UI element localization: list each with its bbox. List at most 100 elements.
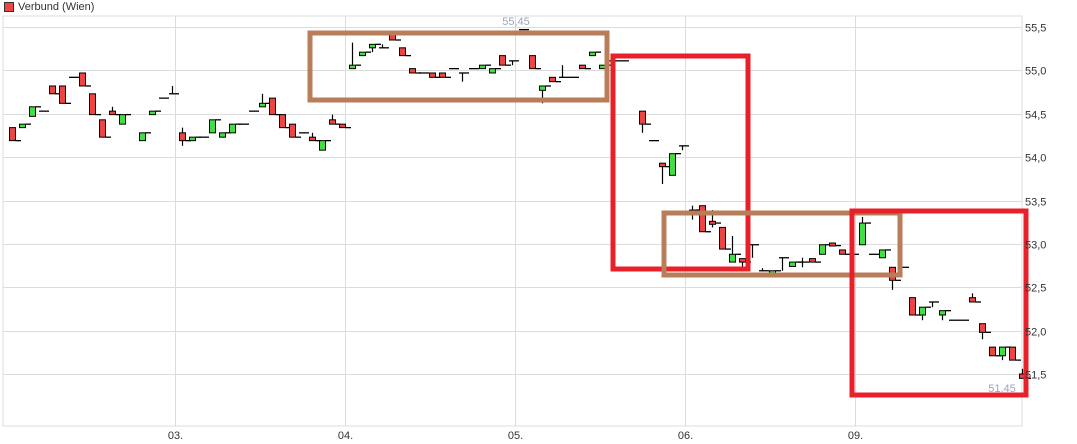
candle-body (529, 55, 536, 70)
candle-body (729, 253, 736, 263)
candle-body (979, 323, 986, 333)
candle (359, 51, 371, 57)
candle-body (479, 64, 486, 70)
candle-body (589, 51, 596, 57)
candle-body (919, 306, 926, 316)
candle (489, 67, 501, 74)
candle (779, 257, 789, 271)
candle-body (29, 106, 36, 117)
candles (9, 28, 1031, 379)
candle (309, 132, 321, 142)
candle-body (739, 258, 746, 263)
candle (679, 145, 689, 151)
legend: Verbund (Wien) (4, 1, 94, 13)
candle-body (289, 123, 296, 138)
candle (969, 293, 981, 303)
candle (369, 43, 381, 53)
annotation-box (661, 210, 903, 278)
candle (789, 261, 801, 267)
candle-body (409, 68, 416, 74)
candle (719, 226, 731, 250)
candle (9, 127, 21, 142)
y-tick-label: 55,5 (1025, 23, 1046, 35)
candle (119, 113, 131, 125)
candle-body (989, 346, 996, 357)
annotation-box (849, 208, 1029, 398)
candle (289, 123, 301, 138)
candle (879, 249, 891, 259)
candle-body (659, 162, 666, 168)
candle (209, 119, 221, 134)
candle-body (909, 297, 916, 316)
candle-body (429, 72, 436, 78)
y-tick-label: 54,0 (1025, 153, 1046, 165)
candle (99, 119, 111, 138)
candle (139, 132, 151, 142)
candle-body (329, 119, 336, 125)
candle (929, 301, 939, 308)
candle-body (209, 119, 216, 134)
candle (479, 64, 491, 70)
candle-body (719, 226, 726, 250)
candle (639, 110, 651, 133)
y-tick-label: 52,5 (1025, 283, 1046, 295)
candle-body (219, 132, 226, 138)
candle (229, 123, 241, 134)
y-tick-label: 53,5 (1025, 197, 1046, 209)
candle-body (109, 110, 116, 116)
annotation-box (307, 30, 610, 103)
candle-body (969, 297, 976, 303)
candle (859, 216, 871, 246)
x-tick-label: 04. (338, 430, 353, 442)
candle (839, 249, 851, 255)
candle (29, 106, 41, 117)
candle-body (319, 140, 326, 151)
candle-body (179, 132, 186, 142)
candle (579, 64, 591, 70)
candle (559, 65, 569, 78)
grid (2, 15, 1023, 427)
candle (989, 346, 1001, 357)
candle-body (539, 85, 546, 91)
candle (219, 132, 231, 138)
candle-body (139, 132, 146, 142)
low-label: 51,45 (988, 383, 1016, 395)
candle-body (829, 242, 836, 247)
candle-body (549, 76, 556, 83)
candle-body (59, 85, 66, 104)
candle-body (789, 261, 796, 267)
candle-body (49, 85, 56, 95)
high-label: 55,45 (502, 16, 530, 28)
candle (269, 97, 281, 116)
candle (459, 72, 469, 82)
candle (499, 55, 511, 66)
candle (809, 258, 821, 263)
candle (669, 153, 681, 176)
candle-body (999, 346, 1006, 357)
candle-body (119, 114, 126, 125)
candle (109, 106, 121, 116)
candle-body (839, 249, 846, 255)
candle-body (79, 72, 86, 87)
candle (699, 205, 711, 233)
candle-body (439, 72, 446, 78)
candle-body (309, 136, 316, 142)
candle (19, 123, 31, 129)
candle-body (579, 64, 586, 70)
candle-body (819, 244, 826, 255)
candle-body (1009, 346, 1016, 361)
candle (169, 85, 179, 95)
candle (829, 242, 841, 247)
candle (729, 236, 741, 263)
candle-body (939, 310, 946, 316)
candle (549, 76, 561, 83)
candle (919, 306, 931, 321)
candle (509, 60, 519, 66)
candle (339, 123, 351, 129)
legend-label: Verbund (Wien) (18, 1, 95, 13)
candle (399, 47, 411, 57)
candle (529, 55, 541, 70)
candle-body (489, 68, 496, 74)
candle (89, 93, 101, 116)
